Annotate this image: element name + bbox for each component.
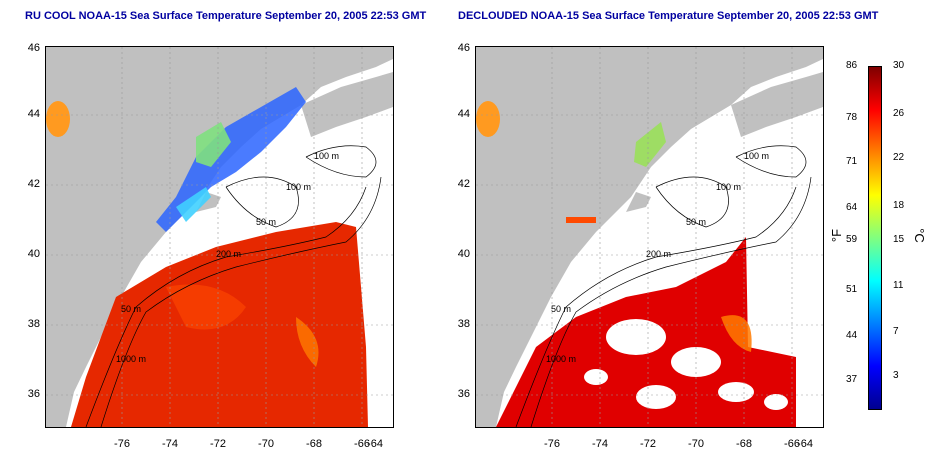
red-small-patch xyxy=(566,217,596,223)
contour-label: 100 m xyxy=(286,182,311,192)
x-tick-label: -74 xyxy=(592,438,608,450)
contour-text: 100 m 100 m 50 m 200 m 50 m 1000 m xyxy=(546,151,769,364)
bathymetry-contours xyxy=(515,145,812,427)
contour-label: 50 m xyxy=(686,217,706,227)
temperature-colorbar xyxy=(868,66,882,410)
grid-lines xyxy=(46,47,393,427)
y-tick-label: 46 xyxy=(27,42,40,54)
warm-water-eddy xyxy=(166,284,246,330)
celsius-tick: 15 xyxy=(893,234,905,245)
land-islands xyxy=(196,192,221,212)
right-panel-title: DECLOUDED NOAA-15 Sea Surface Temperatur… xyxy=(458,10,879,22)
contour-label: 200 m xyxy=(646,249,671,259)
x-tick-label: -66 xyxy=(784,438,800,450)
y-tick-label: 44 xyxy=(457,108,470,120)
land-nova-scotia xyxy=(301,72,393,137)
x-tick-label: -64 xyxy=(797,438,813,450)
land-nova-scotia xyxy=(731,72,823,137)
x-tick-label: -72 xyxy=(210,438,226,450)
x-tick-label: -68 xyxy=(736,438,752,450)
celsius-unit-label: °C xyxy=(911,228,927,243)
celsius-tick: 3 xyxy=(893,370,899,381)
left-panel-title: RU COOL NOAA-15 Sea Surface Temperature … xyxy=(25,10,427,22)
cyan-water-patch xyxy=(176,187,211,222)
fahrenheit-tick: 51 xyxy=(846,284,858,295)
x-tick-label: -68 xyxy=(306,438,322,450)
fahrenheit-tick: 59 xyxy=(846,234,858,245)
fahrenheit-tick: 64 xyxy=(846,202,858,213)
celsius-tick: 11 xyxy=(893,280,904,291)
y-tick-label: 46 xyxy=(457,42,470,54)
x-tick-label: -72 xyxy=(640,438,656,450)
left-map-svg: 100 m 100 m 50 m 200 m 50 m 1000 m xyxy=(46,47,393,427)
x-tick-label: -70 xyxy=(688,438,704,450)
cloud-gaps xyxy=(584,319,788,410)
contour-label: 1000 m xyxy=(546,354,576,364)
contour-label: 100 m xyxy=(744,151,769,161)
celsius-tick: 18 xyxy=(893,200,905,211)
y-tick-label: 36 xyxy=(457,388,470,400)
contour-label: 50 m xyxy=(551,304,571,314)
y-tick-label: 42 xyxy=(27,178,40,190)
x-tick-label: -70 xyxy=(258,438,274,450)
left-sst-map: 100 m 100 m 50 m 200 m 50 m 1000 m xyxy=(45,46,394,428)
x-tick-label: -74 xyxy=(162,438,178,450)
y-tick-label: 44 xyxy=(27,108,40,120)
x-tick-label: -76 xyxy=(114,438,130,450)
warm-water-yellow-patch xyxy=(296,317,319,367)
orange-lake-patch xyxy=(46,101,70,137)
grid-lines xyxy=(476,47,823,427)
y-tick-label: 38 xyxy=(457,318,470,330)
x-tick-label: -76 xyxy=(544,438,560,450)
contour-label: 200 m xyxy=(216,249,241,259)
fahrenheit-tick: 37 xyxy=(846,374,858,385)
y-tick-label: 38 xyxy=(27,318,40,330)
land-mass xyxy=(476,47,823,427)
land-mass xyxy=(46,47,393,427)
contour-label: 50 m xyxy=(256,217,276,227)
green-water-patch xyxy=(634,122,666,167)
celsius-tick: 30 xyxy=(893,60,905,71)
x-tick-label: -64 xyxy=(367,438,383,450)
land-islands xyxy=(626,192,651,212)
contour-label: 100 m xyxy=(314,151,339,161)
contour-label: 100 m xyxy=(716,182,741,192)
right-map-svg: 100 m 100 m 50 m 200 m 50 m 1000 m xyxy=(476,47,823,427)
fahrenheit-tick: 78 xyxy=(846,112,858,123)
y-tick-label: 36 xyxy=(27,388,40,400)
y-tick-label: 40 xyxy=(457,248,470,260)
celsius-tick: 22 xyxy=(893,152,905,163)
fahrenheit-tick: 71 xyxy=(846,156,858,167)
orange-lake-patch xyxy=(476,101,500,137)
right-sst-map: 100 m 100 m 50 m 200 m 50 m 1000 m xyxy=(475,46,824,428)
fahrenheit-unit-label: °F xyxy=(829,228,845,243)
contour-label: 50 m xyxy=(121,304,141,314)
fahrenheit-tick: 86 xyxy=(846,60,858,71)
y-tick-label: 42 xyxy=(457,178,470,190)
fahrenheit-tick: 44 xyxy=(846,330,858,341)
celsius-tick: 7 xyxy=(893,326,899,337)
contour-label: 1000 m xyxy=(116,354,146,364)
celsius-tick: 26 xyxy=(893,108,905,119)
contour-text: 100 m 100 m 50 m 200 m 50 m 1000 m xyxy=(116,151,339,364)
y-tick-label: 40 xyxy=(27,248,40,260)
bathymetry-contours xyxy=(85,145,382,427)
green-water-patch xyxy=(196,122,231,167)
x-tick-label: -66 xyxy=(354,438,370,450)
